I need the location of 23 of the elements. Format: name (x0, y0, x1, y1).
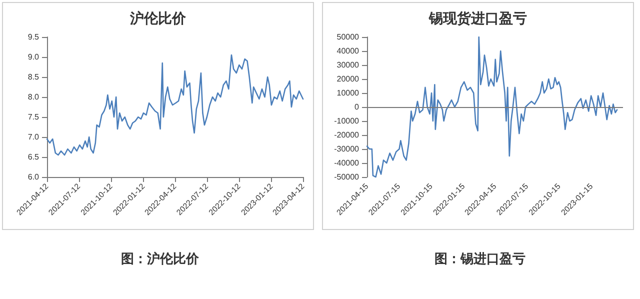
y-tick-label: -40000 (334, 158, 360, 168)
y-tick-label: 10000 (336, 88, 360, 98)
y-tick-label: 9.0 (28, 52, 40, 62)
y-tick-label: 6.5 (28, 152, 40, 162)
y-tick-label: 20000 (336, 74, 360, 84)
y-tick-label: 0 (354, 102, 360, 112)
y-tick-label: -50000 (334, 172, 360, 182)
y-tick-label: 7.5 (28, 112, 40, 122)
y-tick-label: 6.0 (28, 172, 40, 182)
chart-title: 锡现货进口盈亏 (428, 11, 527, 27)
chart-title: 沪伦比价 (129, 10, 187, 27)
y-tick-label: 9.5 (28, 32, 40, 42)
y-tick-label: 40000 (336, 46, 360, 56)
y-tick-label: -10000 (334, 116, 360, 126)
y-tick-label: -30000 (334, 144, 360, 154)
text: 图：锡进口盈亏 (434, 251, 526, 268)
y-tick-label: 7.0 (28, 132, 40, 142)
y-tick-label: 8.0 (28, 92, 40, 102)
y-tick-label: 50000 (336, 32, 360, 42)
text: 图：沪伦比价 (120, 250, 200, 268)
y-tick-label: 30000 (336, 60, 360, 70)
y-tick-label: -20000 (334, 130, 360, 140)
y-tick-label: 8.5 (28, 72, 40, 82)
